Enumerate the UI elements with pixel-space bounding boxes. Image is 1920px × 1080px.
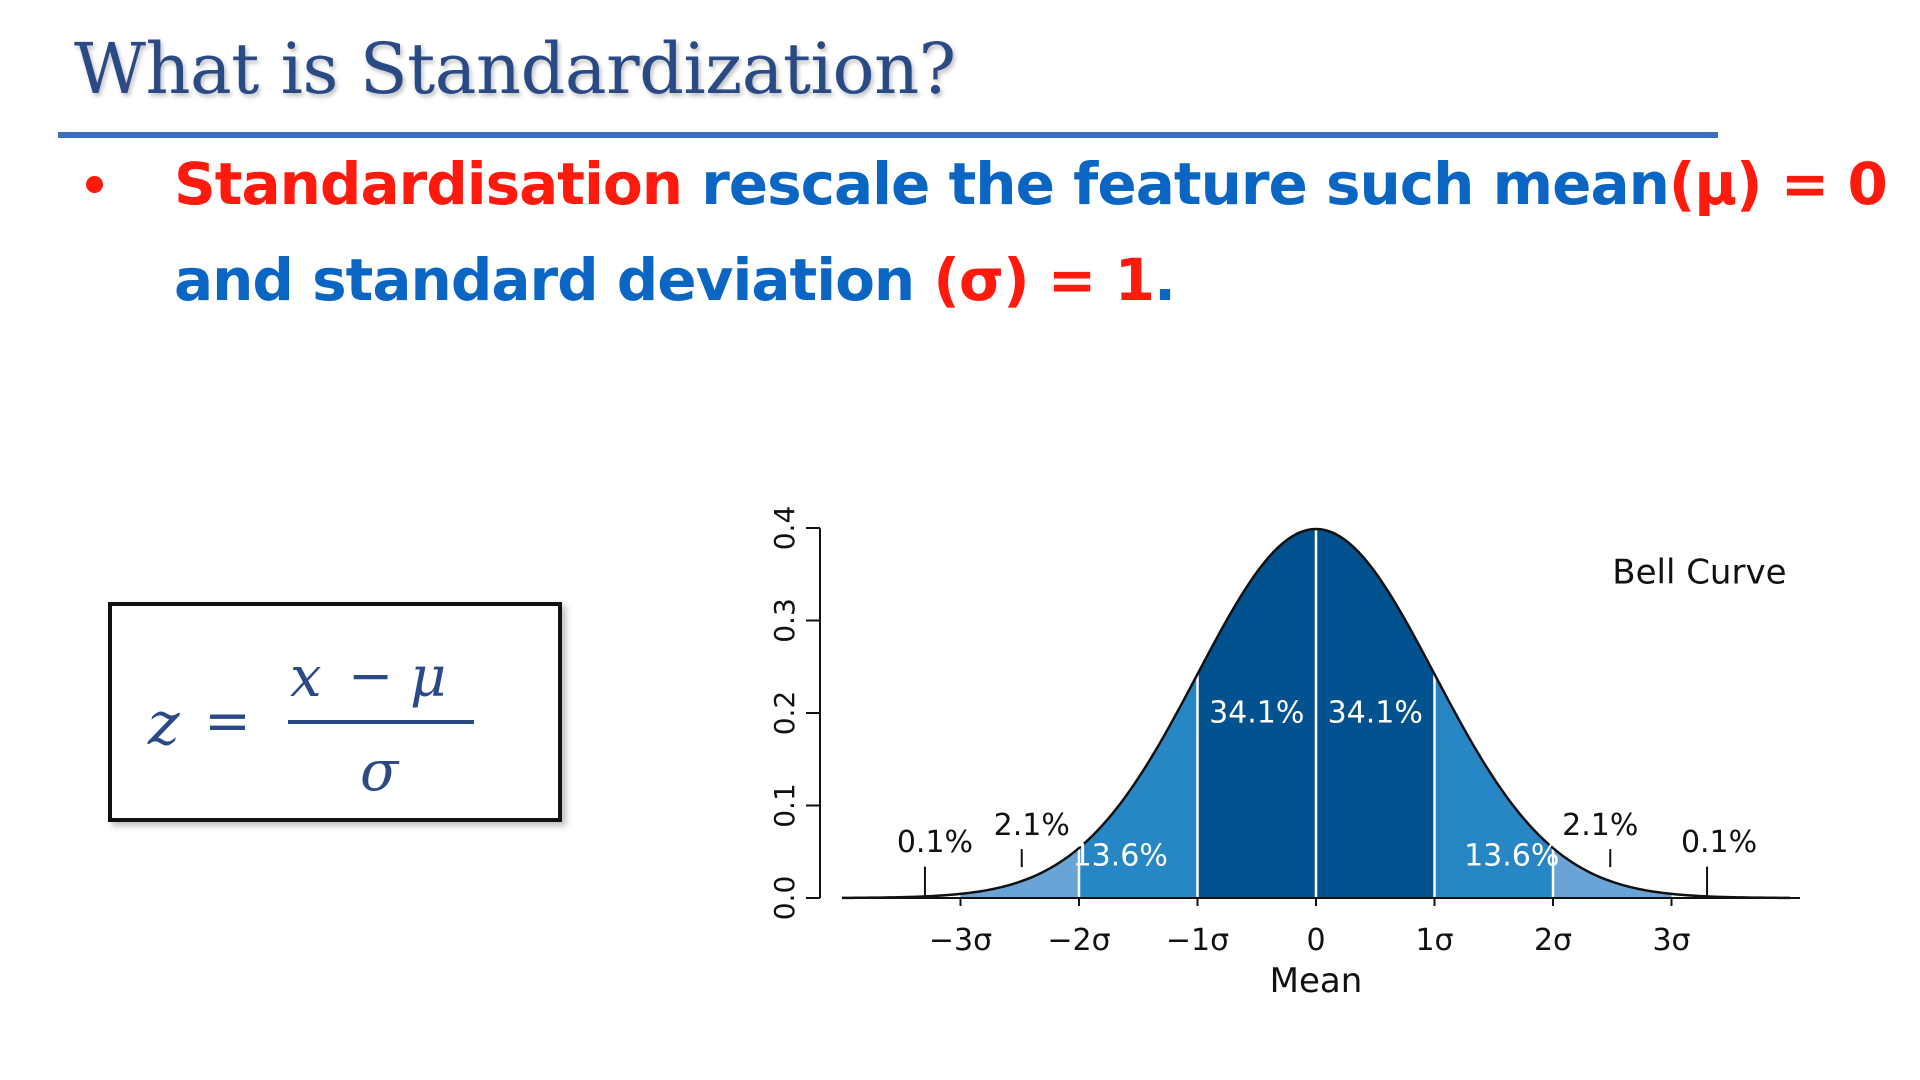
y-tick-label-2: 0.2 xyxy=(768,691,801,736)
x-tick-label-4: 1σ xyxy=(1415,923,1453,958)
region-percent-labels: 2.1%13.6%34.1% 34.1%13.6%2.1%0.1% 0.1% xyxy=(897,695,1757,896)
y-tick-label-0: 0.0 xyxy=(768,876,801,921)
title-underline xyxy=(58,132,1718,138)
z-score-formula: z = x − μ σ xyxy=(147,644,474,804)
bullet-line-2: and standard deviation (σ) = 1. xyxy=(174,246,1176,314)
x-axis-ticks: −3σ −2σ −1σ 0 1σ 2σ 3σ xyxy=(929,898,1691,958)
curve-band-left-outer xyxy=(960,848,1079,898)
region-label-2: 34.1% xyxy=(1209,695,1304,730)
formula-fraction-bar xyxy=(288,720,474,724)
region-label-1: 13.6% xyxy=(1073,839,1168,874)
formula-z: z xyxy=(147,689,180,759)
bullet-line-2-part-2: (σ) = 1 xyxy=(933,246,1155,314)
bell-curve-line xyxy=(841,527,1791,900)
formula-equals: = xyxy=(204,689,251,754)
y-tick-label-3: 0.3 xyxy=(768,598,801,643)
curve-band-right-outer xyxy=(1553,848,1672,898)
chart-dividers xyxy=(1077,528,1555,898)
bullet-line-2-part-3: . xyxy=(1153,246,1176,314)
formula-mu: μ xyxy=(410,645,446,710)
region-label-4: 13.6% xyxy=(1464,839,1559,874)
tail-label-0: 0.1% xyxy=(897,825,973,860)
tail-label-1: 0.1% xyxy=(1681,825,1757,860)
formula-sigma: σ xyxy=(360,739,400,804)
region-label-0: 2.1% xyxy=(994,808,1070,843)
region-label-5: 2.1% xyxy=(1562,808,1638,843)
bullet-line-1-part-2: rescale the feature such mean xyxy=(682,150,1670,218)
z-score-formula-box: z = x − μ σ xyxy=(108,602,562,822)
bell-curve-chart: 0.00.10.20.30.4 −3σ −2σ −1σ 0 1σ 2σ 3σ 2.1%13.… xyxy=(768,506,1800,1000)
formula-x: x xyxy=(290,645,322,710)
bullet-line-1-part-3: (μ) = 0 xyxy=(1668,150,1888,218)
slide-title: What is Standardization? xyxy=(74,28,956,110)
x-tick-label-1: −2σ xyxy=(1047,923,1110,958)
x-tick-label-0: −3σ xyxy=(929,923,992,958)
formula-minus: − xyxy=(348,644,393,707)
bullet-line-1-part-1: Standardisation xyxy=(174,150,683,218)
x-tick-label-2: −1σ xyxy=(1166,923,1229,958)
y-tick-label-4: 0.4 xyxy=(768,506,801,551)
region-label-3: 34.1% xyxy=(1328,695,1423,730)
x-tick-label-3: 0 xyxy=(1306,923,1325,958)
chart-title: Bell Curve xyxy=(1612,553,1786,593)
bullet-line-2-part-1: and standard deviation xyxy=(174,246,934,314)
y-axis-ticks: 0.0 0.1 0.2 0.3 0.4 xyxy=(768,506,820,921)
y-tick-label-1: 0.1 xyxy=(768,783,801,828)
bullet-line-1: Standardisation rescale the feature such… xyxy=(174,150,1888,218)
bullet-dot xyxy=(86,176,103,193)
x-tick-label-5: 2σ xyxy=(1534,923,1572,958)
x-axis-label: Mean xyxy=(1270,961,1363,1000)
x-tick-label-6: 3σ xyxy=(1652,923,1690,958)
